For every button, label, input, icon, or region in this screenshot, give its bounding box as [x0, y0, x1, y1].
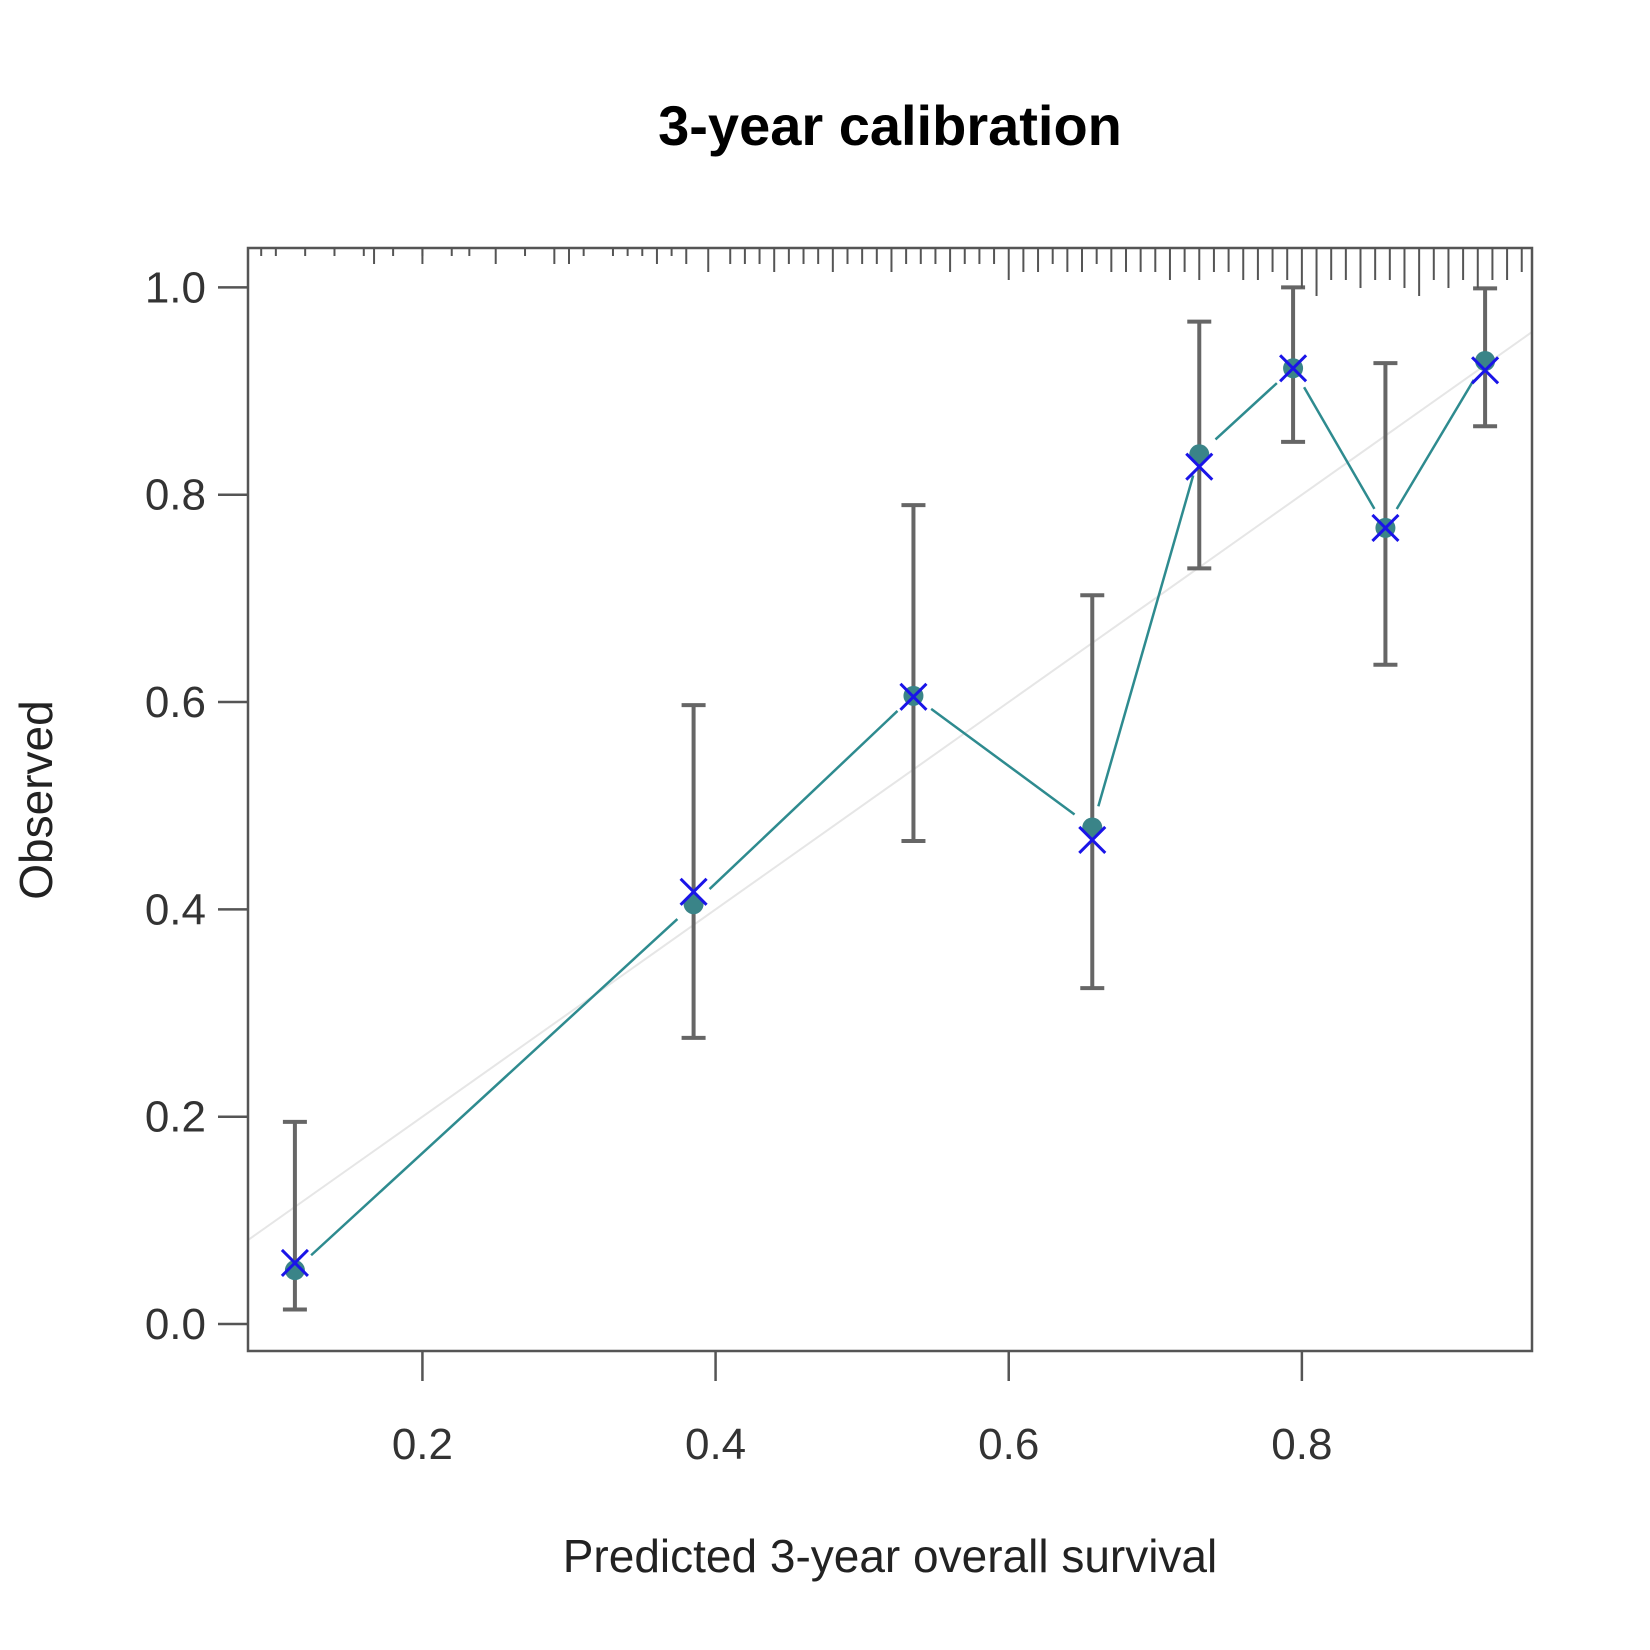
y-tick-label: 0.6 [145, 678, 206, 727]
observed-point [1189, 444, 1210, 465]
bias-corrected-cross [1078, 825, 1107, 854]
calibration-line-segment [310, 918, 679, 1257]
ideal-reference-line [247, 331, 1533, 1241]
y-axis-label: Observed [10, 700, 62, 899]
x-tick-label: 0.4 [685, 1420, 746, 1469]
x-tick-label: 0.8 [1271, 1420, 1332, 1469]
y-tick-label: 0.4 [145, 885, 206, 934]
axes-layer: 0.2 0.4 0.6 0.8 0.0 0.2 0.4 0.6 0.8 1.0 [145, 246, 1534, 1469]
y-tick-label: 1.0 [145, 263, 206, 312]
observed-point [284, 1260, 305, 1281]
calibration-line-segment [1395, 379, 1475, 510]
x-tick-label: 0.2 [392, 1420, 453, 1469]
x-axis-label: Predicted 3-year overall survival [563, 1530, 1218, 1582]
x-tick-label: 0.6 [978, 1420, 1039, 1469]
reference-line-layer [247, 331, 1533, 1241]
y-tick-label: 0.2 [145, 1093, 206, 1142]
bias-corrected-cross [280, 1248, 309, 1277]
y-tick-label: 0.8 [145, 471, 206, 520]
calibration-line-segment [930, 707, 1076, 816]
chart-title: 3-year calibration [658, 94, 1122, 157]
calibration-line-segment [1303, 386, 1376, 510]
bias-corrected-cross [1185, 452, 1214, 481]
calibration-line-segment [1097, 475, 1195, 807]
y-tick-label: 0.0 [145, 1300, 206, 1349]
bias-corrected-cross [1371, 513, 1400, 542]
observed-point [683, 894, 704, 915]
plot-frame [246, 246, 1534, 1353]
bias-corrected-cross [1279, 354, 1308, 383]
calibration-series-layer [280, 285, 1500, 1312]
calibration-line-segment [1214, 382, 1278, 441]
bias-corrected-cross [899, 682, 928, 711]
bias-corrected-cross [1471, 356, 1500, 385]
observed-point [1475, 350, 1496, 371]
bias-corrected-cross [679, 877, 708, 906]
observed-point [1082, 817, 1103, 838]
calibration-line-segment [708, 710, 899, 890]
